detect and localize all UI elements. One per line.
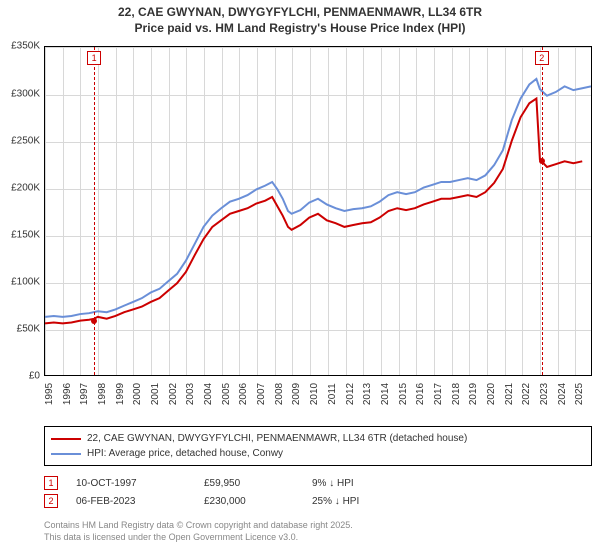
footer-line-2: This data is licensed under the Open Gov… bbox=[44, 532, 592, 544]
annotation-hpi-delta: 25% ↓ HPI bbox=[312, 496, 392, 507]
annotation-number-box: 2 bbox=[44, 494, 58, 508]
series-hpi bbox=[45, 79, 591, 317]
x-tick-label: 2002 bbox=[168, 383, 179, 405]
annotation-price: £59,950 bbox=[204, 478, 294, 489]
x-tick-label: 1997 bbox=[79, 383, 90, 405]
x-tick-label: 2016 bbox=[415, 383, 426, 405]
plot-wrap: 12 £0£50K£100K£150K£200K£250K£300K£350K … bbox=[4, 42, 596, 422]
x-tick-label: 1999 bbox=[115, 383, 126, 405]
annotation-price: £230,000 bbox=[204, 496, 294, 507]
x-tick-label: 2005 bbox=[221, 383, 232, 405]
x-tick-label: 2018 bbox=[451, 383, 462, 405]
y-tick-label: £50K bbox=[4, 324, 40, 335]
x-tick-label: 2017 bbox=[433, 383, 444, 405]
title-line-2: Price paid vs. HM Land Registry's House … bbox=[4, 20, 596, 36]
x-tick-label: 2023 bbox=[539, 383, 550, 405]
y-tick-label: £250K bbox=[4, 135, 40, 146]
legend-row: 22, CAE GWYNAN, DWYGYFYLCHI, PENMAENMAWR… bbox=[51, 431, 585, 446]
footer-attribution: Contains HM Land Registry data © Crown c… bbox=[44, 520, 592, 543]
x-tick-label: 2006 bbox=[238, 383, 249, 405]
x-tick-label: 2010 bbox=[309, 383, 320, 405]
y-tick-label: £200K bbox=[4, 182, 40, 193]
annotation-table: 1 10-OCT-1997 £59,950 9% ↓ HPI 2 06-FEB-2023 £… bbox=[44, 474, 592, 510]
chart-title: 22, CAE GWYNAN, DWYGYFYLCHI, PENMAENMAWR… bbox=[4, 4, 596, 36]
x-tick-label: 2025 bbox=[574, 383, 585, 405]
y-tick-label: £150K bbox=[4, 229, 40, 240]
x-tick-label: 2007 bbox=[256, 383, 267, 405]
x-tick-label: 2019 bbox=[468, 383, 479, 405]
x-tick-label: 2013 bbox=[362, 383, 373, 405]
x-tick-label: 2008 bbox=[274, 383, 285, 405]
x-tick-label: 2022 bbox=[521, 383, 532, 405]
x-tick-label: 1996 bbox=[62, 383, 73, 405]
x-tick-label: 2020 bbox=[486, 383, 497, 405]
x-tick-label: 2015 bbox=[398, 383, 409, 405]
event-marker-box: 1 bbox=[87, 51, 101, 65]
annotation-row: 1 10-OCT-1997 £59,950 9% ↓ HPI bbox=[44, 474, 592, 492]
x-tick-label: 2003 bbox=[185, 383, 196, 405]
x-tick-label: 2004 bbox=[203, 383, 214, 405]
x-tick-label: 2024 bbox=[557, 383, 568, 405]
legend-label: 22, CAE GWYNAN, DWYGYFYLCHI, PENMAENMAWR… bbox=[87, 431, 467, 446]
x-tick-label: 2011 bbox=[327, 384, 338, 406]
event-marker-box: 2 bbox=[535, 51, 549, 65]
legend-swatch bbox=[51, 453, 81, 455]
annotation-row: 2 06-FEB-2023 £230,000 25% ↓ HPI bbox=[44, 492, 592, 510]
x-tick-label: 2009 bbox=[291, 383, 302, 405]
legend-label: HPI: Average price, detached house, Conw… bbox=[87, 446, 283, 461]
series-svg bbox=[45, 47, 591, 375]
event-vline bbox=[542, 47, 543, 375]
event-marker-dot bbox=[91, 318, 97, 324]
x-tick-label: 1995 bbox=[44, 383, 55, 405]
y-tick-label: £300K bbox=[4, 88, 40, 99]
plot-area: 12 bbox=[44, 46, 592, 376]
x-tick-label: 1998 bbox=[97, 383, 108, 405]
y-tick-label: £350K bbox=[4, 41, 40, 52]
event-vline bbox=[94, 47, 95, 375]
annotation-number-box: 1 bbox=[44, 476, 58, 490]
annotation-date: 10-OCT-1997 bbox=[76, 478, 186, 489]
annotation-date: 06-FEB-2023 bbox=[76, 496, 186, 507]
annotation-hpi-delta: 9% ↓ HPI bbox=[312, 478, 392, 489]
chart-container: 22, CAE GWYNAN, DWYGYFYLCHI, PENMAENMAWR… bbox=[4, 4, 596, 544]
x-tick-label: 2021 bbox=[504, 383, 515, 405]
x-tick-label: 2012 bbox=[345, 383, 356, 405]
series-price_paid bbox=[45, 99, 582, 324]
footer-line-1: Contains HM Land Registry data © Crown c… bbox=[44, 520, 592, 532]
legend-row: HPI: Average price, detached house, Conw… bbox=[51, 446, 585, 461]
x-tick-label: 2000 bbox=[132, 383, 143, 405]
legend: 22, CAE GWYNAN, DWYGYFYLCHI, PENMAENMAWR… bbox=[44, 426, 592, 466]
x-tick-label: 2001 bbox=[150, 383, 161, 405]
event-marker-dot bbox=[539, 158, 545, 164]
x-tick-label: 2014 bbox=[380, 383, 391, 405]
legend-swatch bbox=[51, 438, 81, 440]
y-tick-label: £0 bbox=[4, 371, 40, 382]
y-tick-label: £100K bbox=[4, 277, 40, 288]
title-line-1: 22, CAE GWYNAN, DWYGYFYLCHI, PENMAENMAWR… bbox=[4, 4, 596, 20]
